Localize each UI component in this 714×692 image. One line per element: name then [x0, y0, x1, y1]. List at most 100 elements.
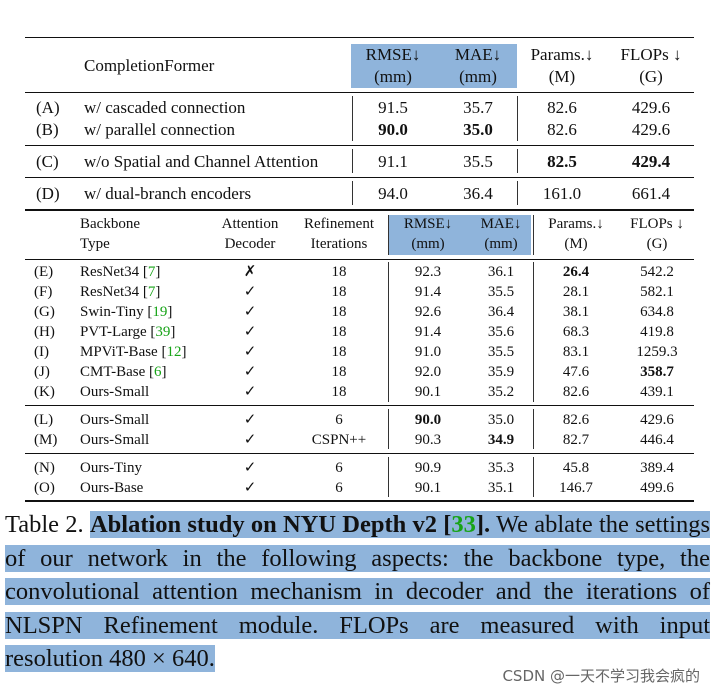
row-id: (F): [34, 284, 53, 300]
check-icon: ✓: [243, 344, 257, 360]
top-rule: [25, 37, 694, 38]
decoder-header: Decoder: [224, 236, 276, 252]
caption-highlight: Ablation study on NYU Depth v2 [33]. We …: [5, 511, 711, 672]
params-value: 68.3: [562, 324, 590, 340]
mae-value: 36.4: [487, 304, 515, 320]
table-caption: Table 2. Ablation study on NYU Depth v2 …: [5, 508, 711, 676]
mae-value: 35.5: [487, 284, 515, 300]
rmse-value: 90.0: [414, 412, 442, 428]
check-icon: ✓: [243, 384, 257, 400]
check-icon: ✓: [243, 412, 257, 428]
row-label: w/ cascaded connection: [84, 98, 246, 117]
check-icon: ✓: [243, 480, 257, 496]
rmse-value: 91.0: [414, 344, 442, 360]
backbone-name: MPViT-Base [12]: [80, 344, 187, 360]
column-divider: [517, 96, 518, 141]
flops-value: 389.4: [640, 460, 674, 476]
citation-link[interactable]: 19: [152, 304, 168, 320]
table1-title: CompletionFormer: [84, 56, 215, 75]
backbone-name: CMT-Base [6]: [80, 364, 167, 380]
mae-value: 35.5: [487, 344, 515, 360]
cross-icon: ✗: [243, 264, 257, 280]
backbone-name: ResNet34 [7]: [80, 264, 161, 280]
iterations-value: 18: [331, 304, 347, 320]
check-icon: ✓: [243, 460, 257, 476]
citation-link[interactable]: 7: [147, 284, 156, 300]
iterations-value: 6: [335, 460, 343, 476]
row-id: (M): [34, 432, 58, 448]
column-divider: [533, 262, 534, 402]
mae-value: 35.7: [463, 98, 493, 117]
row-id: (H): [34, 324, 55, 340]
caption-label: Table 2.: [5, 511, 84, 538]
rmse-unit: (mm): [374, 67, 412, 86]
check-icon: ✓: [243, 304, 257, 320]
column-divider: [533, 457, 534, 497]
citation-link[interactable]: 6: [154, 364, 162, 380]
rmse-value: 91.5: [378, 98, 408, 117]
citation-link[interactable]: 33: [451, 511, 476, 538]
params-value: 26.4: [562, 264, 590, 280]
flops-value: 634.8: [640, 304, 674, 320]
rmse-value: 90.0: [378, 120, 408, 139]
params-value: 161.0: [542, 184, 582, 203]
flops-value: 429.4: [631, 152, 671, 171]
rmse-value: 94.0: [378, 184, 408, 203]
mid-rule: [25, 209, 694, 211]
check-icon: ✓: [243, 432, 257, 448]
caption-body: We ablate the settings of our network in…: [5, 511, 711, 672]
row-label: w/o Spatial and Channel Attention: [84, 152, 319, 171]
params-value: 38.1: [562, 304, 590, 320]
rmse-header: RMSE↓: [403, 216, 453, 232]
refinement-header: Refinement: [304, 216, 374, 232]
row-id: (I): [34, 344, 49, 360]
column-divider: [388, 262, 389, 402]
rmse-value: 90.1: [414, 384, 442, 400]
params-value: 28.1: [562, 284, 590, 300]
flops-unit: (G): [639, 67, 663, 86]
column-divider: [517, 181, 518, 205]
flops-value: 582.1: [640, 284, 674, 300]
params-value: 47.6: [562, 364, 590, 380]
column-divider: [388, 457, 389, 497]
iterations-value: 18: [331, 384, 347, 400]
params-value: 82.7: [562, 432, 590, 448]
rmse-header: RMSE↓: [365, 45, 421, 64]
iterations-value: 18: [331, 364, 347, 380]
backbone-name: Ours-Small: [80, 412, 150, 428]
params-value: 45.8: [562, 460, 590, 476]
rmse-value: 91.1: [378, 152, 408, 171]
column-divider: [352, 149, 353, 173]
flops-value: 661.4: [631, 184, 671, 203]
params-value: 83.1: [562, 344, 590, 360]
rule: [25, 92, 694, 93]
flops-value: 499.6: [640, 480, 674, 496]
backbone-name: Ours-Small: [80, 384, 150, 400]
column-divider: [533, 409, 534, 449]
citation-link[interactable]: 39: [155, 324, 171, 340]
mae-value: 35.5: [463, 152, 493, 171]
check-icon: ✓: [243, 364, 257, 380]
rule: [25, 177, 694, 178]
caption-resolution: 480 × 640: [109, 645, 209, 672]
row-id: (O): [34, 480, 55, 496]
backbone-name: Ours-Base: [80, 480, 144, 496]
mae-header: MAE↓: [480, 216, 522, 232]
flops-value: 1259.3: [636, 344, 678, 360]
attention-header: Attention: [221, 216, 279, 232]
rmse-value: 90.1: [414, 480, 442, 496]
iterations-value: 6: [335, 480, 343, 496]
column-divider: [388, 409, 389, 449]
rmse-value: 92.6: [414, 304, 442, 320]
mae-value: 35.6: [487, 324, 515, 340]
citation-link[interactable]: 7: [147, 264, 156, 280]
rmse-value: 92.0: [414, 364, 442, 380]
iterations-value: 18: [331, 324, 347, 340]
params-value: 82.6: [547, 98, 577, 117]
column-divider: [388, 215, 389, 255]
iterations-header: Iterations: [310, 236, 368, 252]
row-id: (K): [34, 384, 55, 400]
iterations-value: CSPN++: [311, 432, 367, 448]
citation-link[interactable]: 12: [166, 344, 182, 360]
mae-value: 36.1: [487, 264, 515, 280]
